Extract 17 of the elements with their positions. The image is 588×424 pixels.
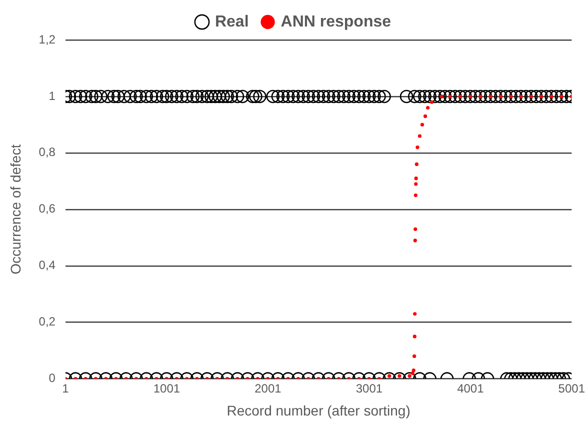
y-tick-label: 0,8 (38, 145, 56, 160)
x-axis-title: Record number (after sorting) (226, 402, 410, 418)
y-axis-title: Occurrence of defect (7, 144, 24, 274)
x-tick-label: 4001 (457, 381, 484, 396)
y-tick-label: 0,4 (38, 258, 56, 272)
y-tick-label: 1 (48, 88, 56, 103)
y-tick-label: 0,6 (38, 202, 56, 216)
x-tick-label: 5001 (558, 381, 586, 396)
x-tick-label: 2001 (254, 381, 282, 396)
x-tick-label: 1 (62, 381, 70, 396)
x-tick-label: 1001 (153, 381, 180, 396)
y-tick-label: 0,2 (38, 314, 56, 329)
y-tick-label: 0 (48, 371, 56, 386)
y-tick-label: 1,2 (38, 32, 56, 46)
x-tick-label: 3001 (356, 381, 383, 396)
legend-label: ANN response (280, 13, 392, 30)
legend-label: Real (214, 13, 249, 30)
